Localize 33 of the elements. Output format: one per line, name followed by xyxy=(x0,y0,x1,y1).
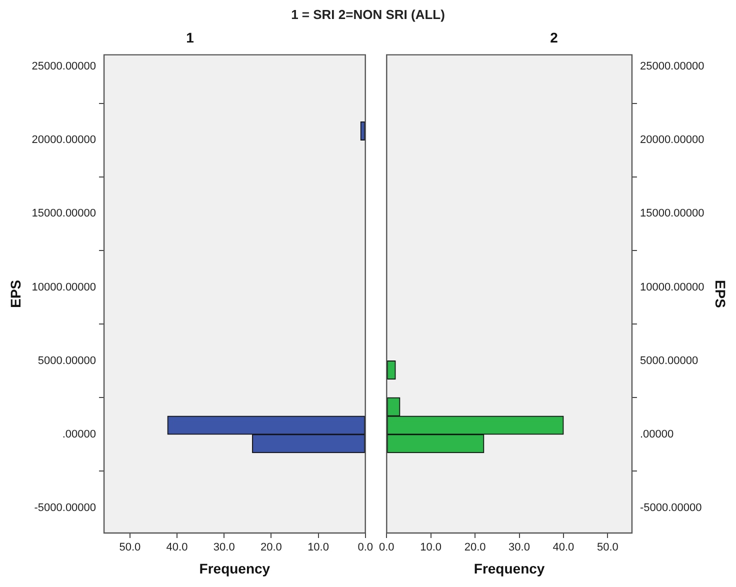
x-axis-title: Frequency xyxy=(474,560,545,576)
chart-subtitle: 2 xyxy=(550,29,558,46)
y-tick-label: 15000.00000 xyxy=(32,208,96,220)
x-tick-label: 10.0 xyxy=(420,542,442,554)
y-tick-label: 25000.00000 xyxy=(640,60,704,73)
x-tick-label: 40.0 xyxy=(552,542,574,554)
x-tick-label: 0.0 xyxy=(358,542,374,554)
chart-title: 1 = SRI 2=NON SRI (ALL) xyxy=(290,6,446,24)
y-tick-label: 20000.00000 xyxy=(32,134,96,146)
y-tick-label: -5000.00000 xyxy=(34,502,96,514)
y-tick-label: 25000.00000 xyxy=(32,60,96,73)
y-axis-title: EPS xyxy=(712,280,729,308)
x-tick-label: 0.0 xyxy=(378,542,394,554)
y-tick-label: -5000.00000 xyxy=(640,502,702,514)
x-tick-label: 50.0 xyxy=(119,542,141,554)
x-axis-title: Frequency xyxy=(199,560,270,576)
y-tick-label: 10000.00000 xyxy=(32,281,96,294)
x-tick-label: 20.0 xyxy=(260,542,282,554)
x-tick-label: 20.0 xyxy=(464,542,486,554)
y-tick-label: 5000.00000 xyxy=(640,354,698,367)
y-tick-label: 15000.00000 xyxy=(640,208,704,220)
y-axis-title: EPS xyxy=(7,280,24,308)
x-tick-label: 30.0 xyxy=(508,542,530,554)
y-tick-label: .00000 xyxy=(640,428,674,440)
y-tick-label: 10000.00000 xyxy=(640,281,704,294)
x-tick-label: 50.0 xyxy=(596,542,618,554)
y-tick-label: 20000.00000 xyxy=(640,134,704,146)
chart-subtitle: 1 xyxy=(186,29,194,46)
y-tick-label: .00000 xyxy=(62,428,96,440)
x-tick-label: 40.0 xyxy=(166,542,188,554)
x-tick-label: 10.0 xyxy=(308,542,329,554)
y-tick-label: 5000.00000 xyxy=(38,354,96,367)
x-tick-label: 30.0 xyxy=(213,542,235,554)
